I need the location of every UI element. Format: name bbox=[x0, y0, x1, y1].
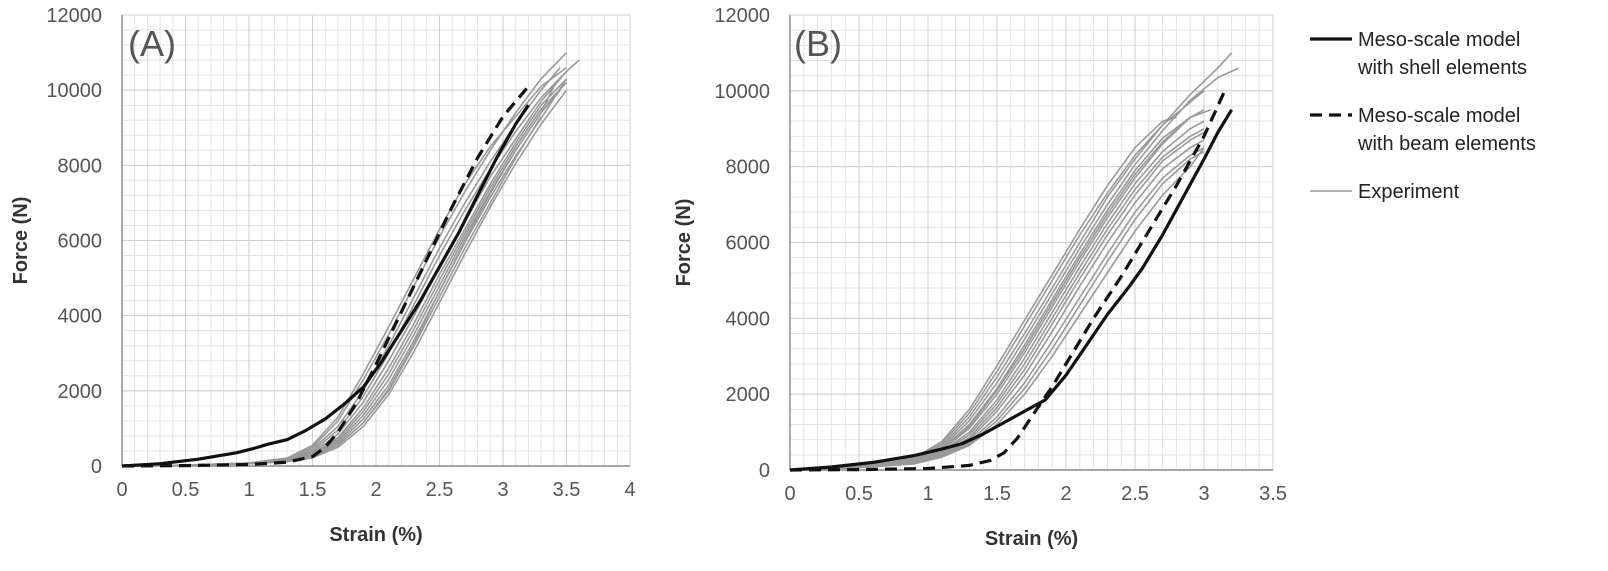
panel-1-beam-model-line bbox=[789, 90, 1227, 472]
legend-label-3-1: Experiment bbox=[1358, 181, 1460, 203]
panel-a: 0 0.5 1 1.5 2 2.5 3 3.5 4 0 2000 4000 6000 8000 10000 1… bbox=[10, 5, 636, 546]
panel-0-x-axis-label: Strain (%) bbox=[329, 524, 422, 546]
panel-0-y-tick-label: 2000 bbox=[58, 381, 103, 403]
panel-0-beam-model-line bbox=[121, 85, 530, 468]
panel-1-y-tick-label: 2000 bbox=[726, 384, 771, 406]
panel-0-grid bbox=[121, 14, 631, 467]
panel-0-y-tick-label: 0 bbox=[91, 456, 102, 478]
panel-0-x-tick-label: 0 bbox=[116, 479, 127, 501]
panel-0-x-tick-label: 3 bbox=[497, 479, 508, 501]
legend-label-2-2: with beam elements bbox=[1357, 133, 1536, 155]
panel-0-y-axis-label: Force (N) bbox=[10, 197, 32, 285]
panel-0-panel-label: (A) bbox=[128, 23, 176, 64]
legend-label-1-1: Meso-scale model bbox=[1358, 29, 1520, 51]
panel-0-experiment-line-7 bbox=[121, 89, 561, 467]
panel-0-x-tick-label: 1.5 bbox=[299, 479, 327, 501]
panel-1-x-tick-label: 3 bbox=[1198, 483, 1209, 505]
panel-0-x-tick-label: 2 bbox=[370, 479, 381, 501]
panel-1-x-tick-label: 2 bbox=[1060, 483, 1071, 505]
panel-0-experiment-line-12 bbox=[121, 66, 567, 467]
panel-1-y-tick-label: 12000 bbox=[714, 5, 770, 27]
panel-0-y-tick-label: 8000 bbox=[58, 155, 103, 177]
panel-b: 0 0.5 1 1.5 2 2.5 3 3.5 0 2000 4000 6000 8000 10000 12… bbox=[673, 5, 1287, 550]
panel-0-x-tick-label: 0.5 bbox=[172, 479, 200, 501]
panel-0-x-tick-label: 2.5 bbox=[426, 479, 454, 501]
panel-0-y-tick-label: 12000 bbox=[46, 5, 102, 27]
panel-0-y-tick-label: 4000 bbox=[58, 306, 103, 328]
panel-0-x-tick-label: 3.5 bbox=[553, 479, 581, 501]
panel-1-shell-model-line bbox=[789, 108, 1233, 472]
legend-label-2-1: Meso-scale model bbox=[1358, 105, 1520, 127]
panel-1-experiment-line-13 bbox=[789, 116, 1177, 471]
panel-1-experiment-line-14 bbox=[789, 116, 1191, 471]
panel-1-y-axis-label: Force (N) bbox=[673, 199, 695, 287]
panel-0-x-tick-label: 1 bbox=[243, 479, 254, 501]
panel-1-experiment-line-3 bbox=[789, 67, 1239, 471]
panel-1-x-tick-label: 1.5 bbox=[983, 483, 1011, 505]
panel-1-x-tick-label: 0.5 bbox=[845, 483, 873, 505]
panel-1-y-tick-label: 4000 bbox=[726, 308, 771, 330]
panel-0-y-tick-label: 6000 bbox=[58, 231, 103, 253]
panel-0-shell-model-line bbox=[121, 104, 530, 468]
panel-1-experiment-line-12 bbox=[789, 147, 1205, 471]
panel-0-x-tick-label: 4 bbox=[624, 479, 635, 501]
panel-1-grid bbox=[789, 14, 1274, 471]
panel-1-y-tick-label: 8000 bbox=[726, 157, 771, 179]
panel-1-y-tick-label: 0 bbox=[759, 460, 770, 482]
panel-1-x-tick-label: 2.5 bbox=[1121, 483, 1149, 505]
panel-1-x-axis-label: Strain (%) bbox=[985, 528, 1078, 550]
panel-0-experiment-line-6 bbox=[121, 82, 568, 467]
panel-1-x-tick-label: 1 bbox=[922, 483, 933, 505]
legend: Meso-scale model with shell elements Meso-… bbox=[1310, 29, 1536, 203]
panel-1-x-tick-label: 0 bbox=[784, 483, 795, 505]
legend-label-1-2: with shell elements bbox=[1357, 57, 1527, 79]
panel-1-y-tick-label: 6000 bbox=[726, 233, 771, 255]
panel-0-y-tick-label: 10000 bbox=[46, 80, 102, 102]
panel-1-y-tick-label: 10000 bbox=[714, 81, 770, 103]
panel-1-x-tick-label: 3.5 bbox=[1259, 483, 1287, 505]
panel-1-panel-label: (B) bbox=[794, 23, 842, 64]
